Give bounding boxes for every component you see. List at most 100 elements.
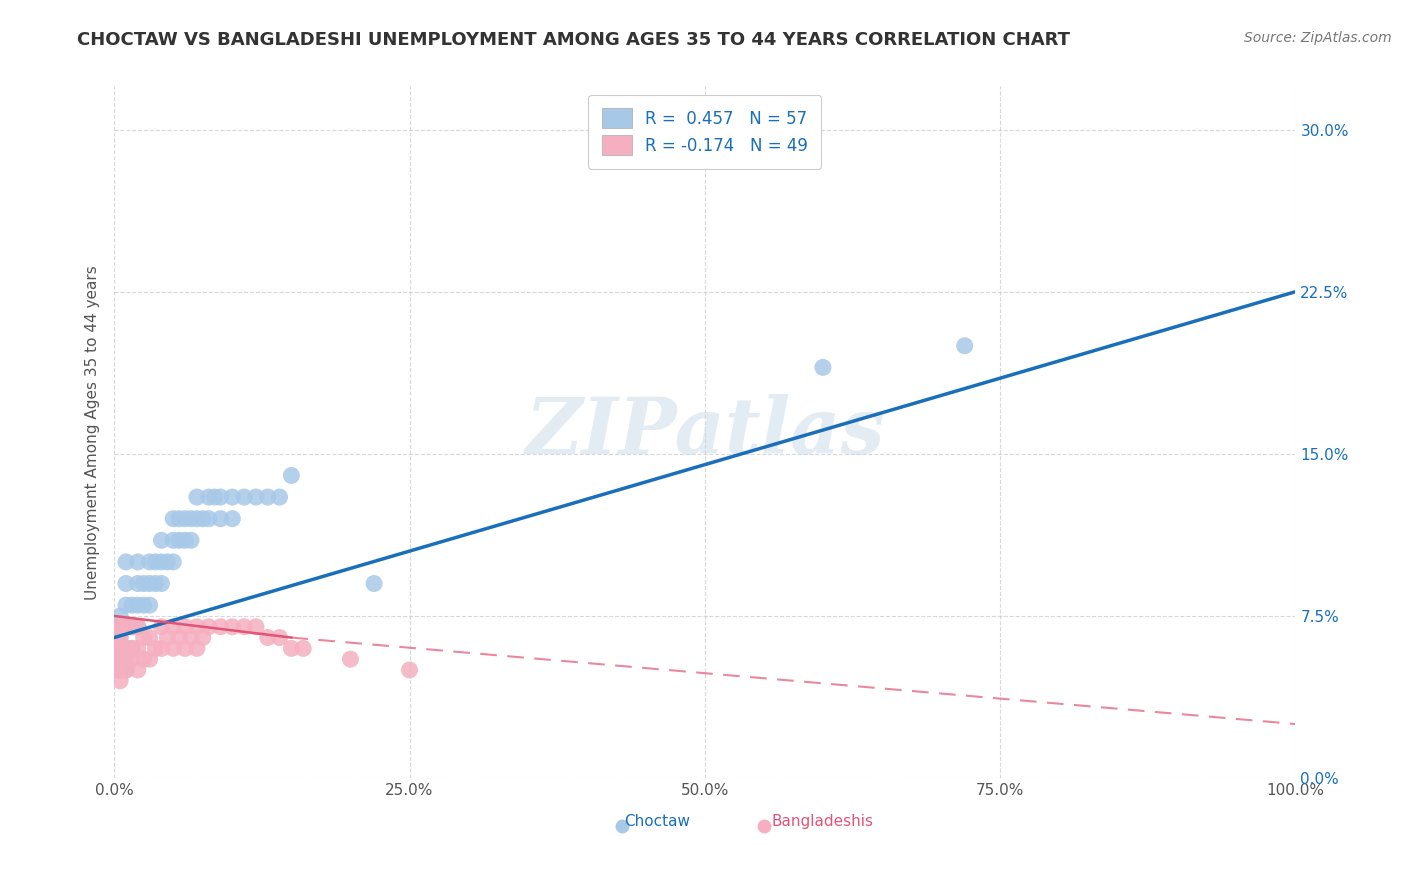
Legend: R =  0.457   N = 57, R = -0.174   N = 49: R = 0.457 N = 57, R = -0.174 N = 49 [588,95,821,169]
Point [162,641,184,656]
Point [245,620,267,634]
Point [108,620,131,634]
Point [191,511,214,525]
Point [108,631,131,645]
Point [174,641,197,656]
Point [138,576,160,591]
Point [174,511,197,525]
Point [108,641,131,656]
Point [280,641,302,656]
Point [127,598,149,612]
Point [197,620,219,634]
Point [108,663,131,677]
Point [115,576,138,591]
Point [107,663,129,677]
Point [138,598,160,612]
Point [174,533,197,548]
Point [180,511,202,525]
Point [108,631,131,645]
Point [186,620,208,634]
Point [174,620,197,634]
Point [162,620,184,634]
Point [127,663,149,677]
Point [233,490,256,504]
Point [221,620,243,634]
Point [186,511,208,525]
Point [204,490,226,504]
Point [269,631,291,645]
Point [115,641,138,656]
Point [167,511,190,525]
Point [150,576,173,591]
Point [398,663,420,677]
Point [233,620,256,634]
Point [121,641,143,656]
Point [115,598,138,612]
Point [138,631,160,645]
Point [138,652,160,666]
Point [150,620,173,634]
Point [162,555,184,569]
Point [162,533,184,548]
Point [107,652,129,666]
Point [363,576,385,591]
Point [108,652,131,666]
Text: ZIPatlas: ZIPatlas [524,394,884,470]
Point [811,360,834,375]
Text: CHOCTAW VS BANGLADESHI UNEMPLOYMENT AMONG AGES 35 TO 44 YEARS CORRELATION CHART: CHOCTAW VS BANGLADESHI UNEMPLOYMENT AMON… [77,31,1070,49]
Point [121,598,143,612]
Point [167,533,190,548]
Point [132,652,155,666]
Point [108,673,131,688]
Point [115,663,138,677]
Y-axis label: Unemployment Among Ages 35 to 44 years: Unemployment Among Ages 35 to 44 years [86,265,100,599]
Point [180,533,202,548]
Point [197,511,219,525]
Point [150,555,173,569]
Point [209,490,232,504]
Point [115,555,138,569]
Point [115,641,138,656]
Point [256,631,278,645]
Point [132,576,155,591]
Point [115,620,138,634]
Point [256,490,278,504]
Point [127,620,149,634]
Text: Source: ZipAtlas.com: Source: ZipAtlas.com [1244,31,1392,45]
Point [108,652,131,666]
Point [150,533,173,548]
Point [280,468,302,483]
Point [162,511,184,525]
Text: Bangladeshis: Bangladeshis [772,814,875,830]
Point [145,555,167,569]
Point [127,555,149,569]
Point [209,511,232,525]
Point [150,641,173,656]
Point [138,555,160,569]
Point [339,652,361,666]
Point [108,641,131,656]
Point [127,641,149,656]
Point [186,490,208,504]
Point [156,631,179,645]
Point [108,609,131,624]
Point [127,620,149,634]
Point [121,620,143,634]
Point [108,663,131,677]
Point [167,631,190,645]
Point [115,620,138,634]
Point [145,576,167,591]
Point [156,555,179,569]
Point [107,641,129,656]
Point [221,490,243,504]
Point [121,652,143,666]
Point [221,511,243,525]
Point [107,631,129,645]
Point [132,631,155,645]
Point [191,631,214,645]
Point [121,620,143,634]
Point [132,598,155,612]
Point [121,641,143,656]
Point [245,490,267,504]
Text: Choctaw: Choctaw [624,814,690,830]
